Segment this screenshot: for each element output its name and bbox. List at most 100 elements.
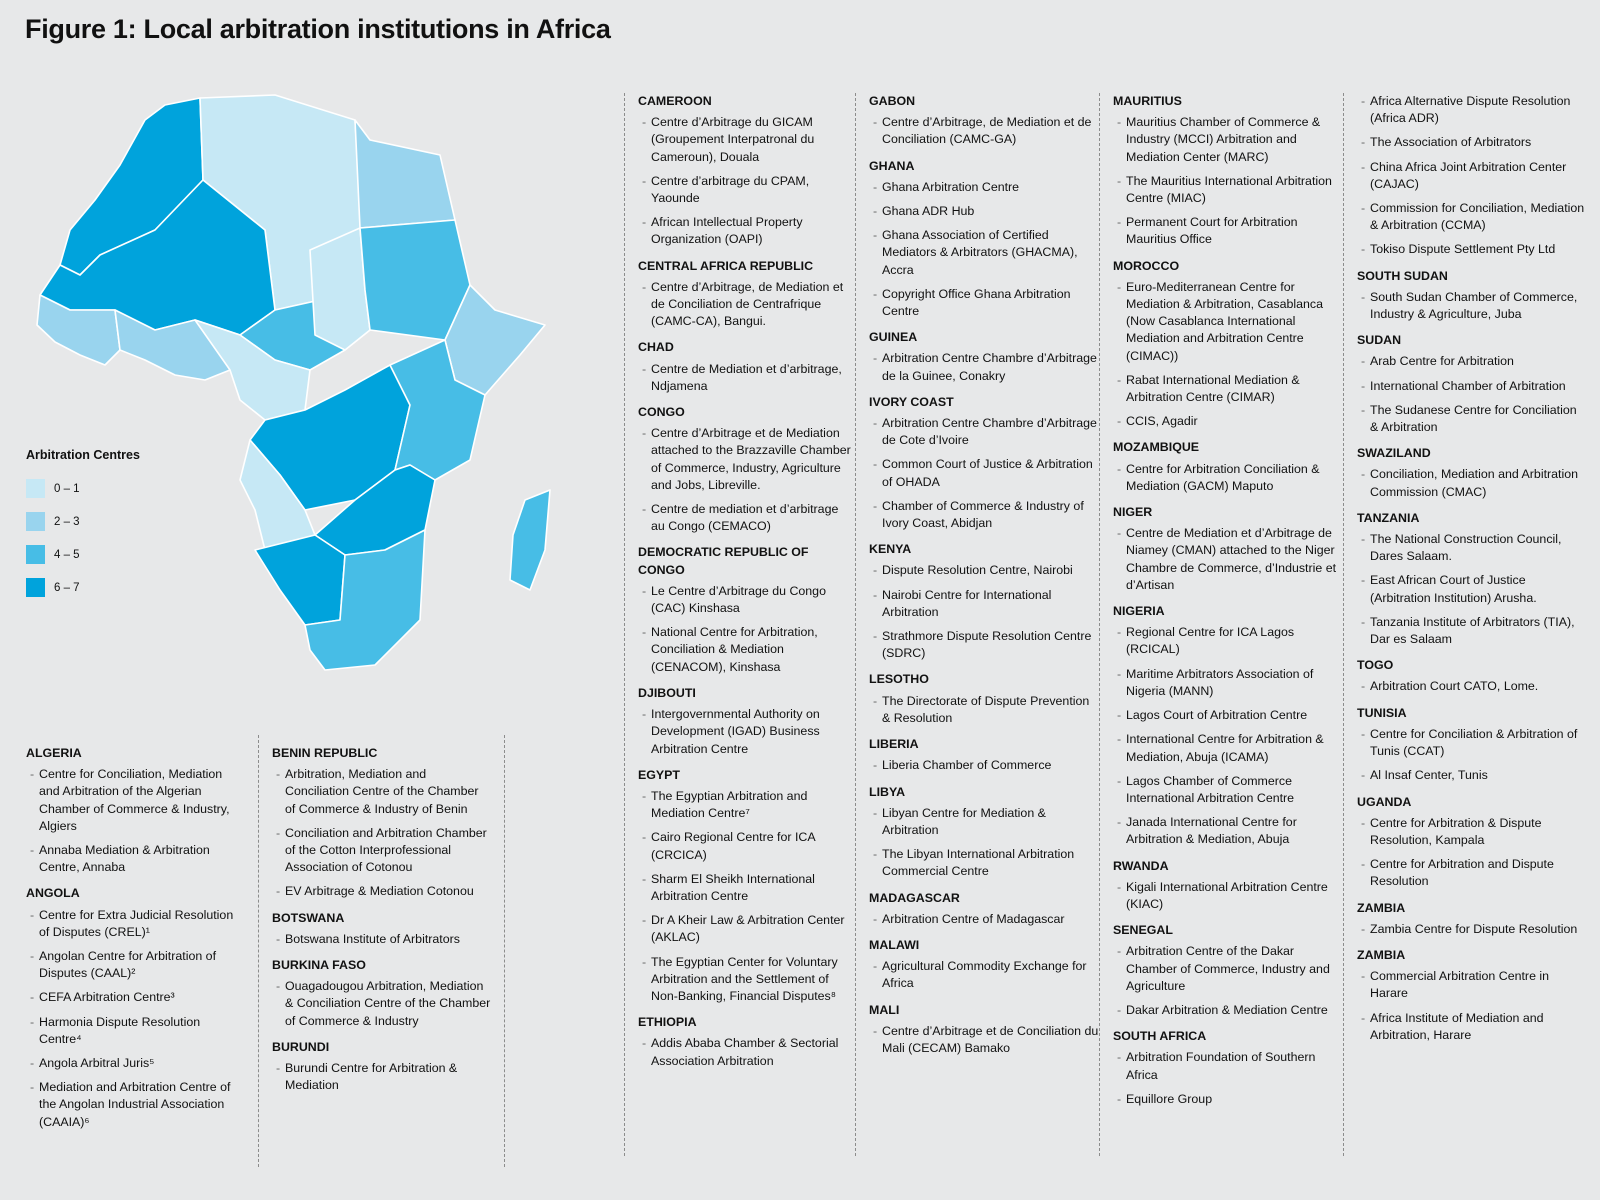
institution-item: Burundi Centre for Arbitration & Mediati… [272, 1060, 492, 1094]
institution-item: Maritime Arbitrators Association of Nige… [1113, 666, 1343, 700]
map-legend: Arbitration Centres 0 – 1 2 – 3 4 – 5 6 … [26, 448, 140, 604]
institution-item: Liberia Chamber of Commerce [869, 757, 1099, 774]
country-heading: SUDAN [1357, 333, 1402, 348]
institution-item: Centre for Arbitration Conciliation & Me… [1113, 461, 1343, 495]
institution-item: Cairo Regional Centre for ICA (CRCICA) [638, 829, 855, 863]
institution-item: The Egyptian Arbitration and Mediation C… [638, 788, 855, 822]
institution-item: Lagos Chamber of Commerce International … [1113, 773, 1343, 807]
institution-item: Conciliation and Arbitration Chamber of … [272, 825, 492, 877]
legend-swatch [26, 545, 45, 564]
institution-item: Chamber of Commerce & Industry of Ivory … [869, 498, 1099, 532]
institution-item: International Centre for Arbitration & M… [1113, 731, 1343, 765]
institution-item: Angolan Centre for Arbitration of Disput… [26, 948, 246, 982]
institution-item: Le Centre d’Arbitrage du Congo (CAC) Kin… [638, 583, 855, 617]
country-heading: MALAWI [869, 937, 920, 952]
institution-item: Libyan Centre for Mediation & Arbitratio… [869, 805, 1099, 839]
country-heading: LIBYA [869, 784, 906, 799]
legend-label: 0 – 1 [54, 482, 80, 495]
map-region-east [389, 339, 486, 481]
institution-item: Addis Ababa Chamber & Sectorial Associat… [638, 1035, 855, 1069]
institution-item: Al Insaf Center, Tunis [1357, 767, 1585, 784]
country-heading: CAMEROON [638, 94, 712, 108]
institution-item: Annaba Mediation & Arbitration Centre, A… [26, 842, 246, 876]
country-heading: BENIN REPUBLIC [272, 746, 378, 760]
country-heading: MOZAMBIQUE [1113, 440, 1200, 455]
country-heading: ZAMBIA [1357, 900, 1406, 915]
institution-item: Ghana ADR Hub [869, 203, 1099, 220]
institution-item: Centre d’Arbitrage, de Mediation et de C… [638, 279, 855, 331]
institution-item: Centre de Mediation et d’arbitrage, Ndja… [638, 361, 855, 395]
country-heading: CONGO [638, 405, 685, 420]
institution-item: Ghana Arbitration Centre [869, 179, 1099, 196]
country-heading: EGYPT [638, 767, 680, 782]
map-region-coast-west [36, 294, 121, 366]
institution-item: Equillore Group [1113, 1091, 1343, 1108]
country-heading: GHANA [869, 158, 915, 173]
country-heading: TANZANIA [1357, 510, 1420, 525]
institution-item: Arbitration Foundation of Southern Afric… [1113, 1049, 1343, 1083]
institution-item: Dr A Kheir Law & Arbitration Center (AKL… [638, 912, 855, 946]
map-region-north-east [354, 119, 456, 229]
institution-item: African Intellectual Property Organizati… [638, 214, 855, 248]
country-heading: CENTRAL AFRICA REPUBLIC [638, 258, 814, 273]
institution-item: Intergovernmental Authority on Developme… [638, 706, 855, 758]
africa-map [36, 94, 551, 671]
institution-item: Commission for Conciliation, Mediation &… [1357, 200, 1585, 234]
institution-item: Harmonia Dispute Resolution Centre⁴ [26, 1014, 246, 1048]
institution-item: Mediation and Arbitration Centre of the … [26, 1079, 246, 1131]
country-heading: GABON [869, 94, 916, 108]
institution-item: Dakar Arbitration & Mediation Centre [1113, 1002, 1343, 1019]
country-heading: SOUTH SUDAN [1357, 268, 1448, 283]
institution-item: Africa Alternative Dispute Resolution (A… [1357, 93, 1585, 127]
institution-item: The Association of Arbitrators [1357, 134, 1585, 151]
institution-item: Euro-Mediterranean Centre for Mediation … [1113, 279, 1343, 365]
institution-item: Centre de Mediation et d’Arbitrage de Ni… [1113, 525, 1343, 594]
institution-item: Botswana Institute of Arbitrators [272, 931, 492, 948]
country-heading: ALGERIA [26, 746, 82, 760]
institutions-column: GABON Centre d’Arbitrage, de Mediation et… [855, 93, 1099, 1156]
institution-item: National Centre for Arbitration, Concili… [638, 624, 855, 676]
legend-swatch [26, 578, 45, 597]
institution-item: Sharm El Sheikh International Arbitratio… [638, 871, 855, 905]
institution-item: Arbitration Court CATO, Lome. [1357, 678, 1585, 695]
institution-item: China Africa Joint Arbitration Center (C… [1357, 159, 1585, 193]
institution-item: The Libyan International Arbitration Com… [869, 846, 1099, 880]
institution-item: Arbitration Centre of Madagascar [869, 911, 1099, 928]
institution-item: East African Court of Justice (Arbitrati… [1357, 572, 1585, 606]
institution-item: The Sudanese Centre for Conciliation & A… [1357, 402, 1585, 436]
institution-item: Conciliation, Mediation and Arbitration … [1357, 466, 1585, 500]
country-heading: CHAD [638, 340, 674, 355]
institutions-column: BENIN REPUBLIC Arbitration, Mediation and… [258, 735, 505, 1167]
institution-item: Centre for Extra Judicial Resolution of … [26, 907, 246, 941]
country-heading: SWAZILAND [1357, 446, 1431, 461]
institution-item: Centre d’Arbitrage et de Conciliation du… [869, 1023, 1099, 1057]
institution-item: Mauritius Chamber of Commerce & Industry… [1113, 114, 1343, 166]
country-heading: TOGO [1357, 658, 1394, 673]
institution-item: Arbitration Centre of the Dakar Chamber … [1113, 943, 1343, 995]
institution-item: Angola Arbitral Juris⁵ [26, 1055, 246, 1072]
institution-item: Centre for Arbitration and Dispute Resol… [1357, 856, 1585, 890]
legend-label: 4 – 5 [54, 548, 80, 561]
map-region-south-west [254, 534, 346, 626]
figure-title: Figure 1: Local arbitration institutions… [25, 14, 611, 44]
institution-item: Nairobi Centre for International Arbitra… [869, 587, 1099, 621]
institution-item: The Mauritius International Arbitration … [1113, 173, 1343, 207]
legend-title: Arbitration Centres [26, 448, 140, 462]
institutions-column: ALGERIA Centre for Conciliation, Mediatio… [26, 745, 246, 1138]
institution-item: Africa Institute of Mediation and Arbitr… [1357, 1010, 1585, 1044]
institution-item: International Chamber of Arbitration [1357, 378, 1585, 395]
country-heading: ANGOLA [26, 886, 80, 901]
institution-item: Arab Centre for Arbitration [1357, 353, 1585, 370]
legend-swatch [26, 479, 45, 498]
institution-item: Lagos Court of Arbitration Centre [1113, 707, 1343, 724]
map-region-south-east [304, 529, 426, 671]
country-heading: MOROCCO [1113, 258, 1180, 273]
country-heading: LIBERIA [869, 737, 919, 752]
country-heading: BURKINA FASO [272, 958, 366, 973]
country-heading: BURUNDI [272, 1039, 330, 1054]
institution-item: Copyright Office Ghana Arbitration Centr… [869, 286, 1099, 320]
institution-item: Rabat International Mediation & Arbitrat… [1113, 372, 1343, 406]
institution-item: Centre d’arbitrage du CPAM, Yaounde [638, 173, 855, 207]
country-heading: DJIBOUTI [638, 685, 696, 700]
country-heading: IVORY COAST [869, 394, 954, 409]
